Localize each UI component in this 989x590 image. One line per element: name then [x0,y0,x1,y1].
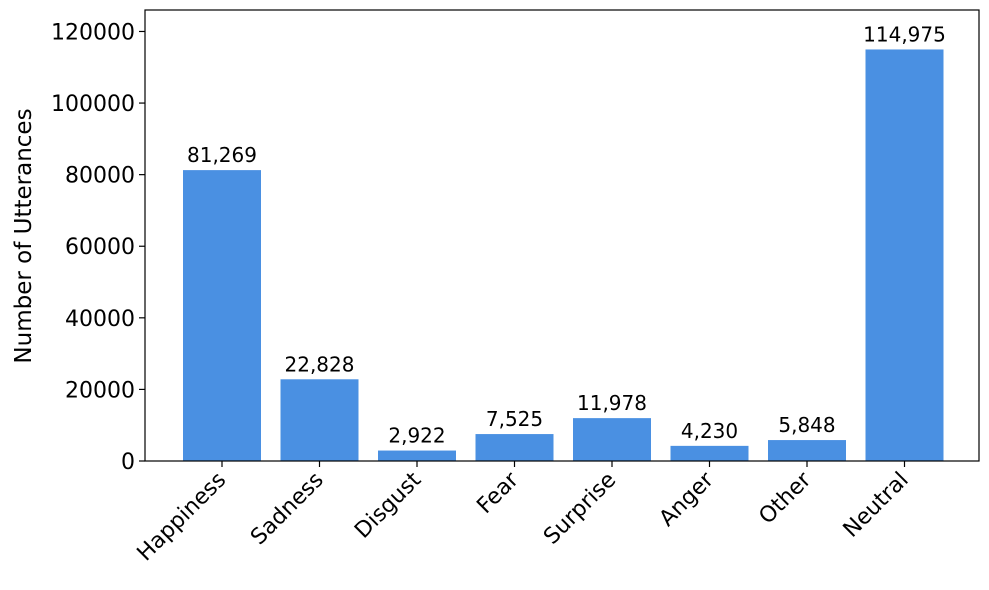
x-tick-label-disgust: Disgust [350,467,426,543]
y-tick-label: 60000 [65,235,135,260]
x-tick-label-surprise: Surprise [539,468,621,550]
x-tick-label-neutral: Neutral [839,468,914,543]
bar-anger [670,445,749,461]
data-label-sadness: 22,828 [285,352,355,376]
bar-series: 81,269 22,828 2,922 7,525 11,978 4,230 5,848 11… [183,22,946,462]
y-axis: 0 20000 40000 60000 80000 100000 120000 [51,20,145,475]
y-axis-title: Number of Utterances [11,108,37,363]
bar-disgust [378,450,456,461]
plot-frame [144,9,980,462]
x-tick-label-anger: Anger [655,467,720,532]
bar-neutral [865,49,944,462]
data-label-other: 5,848 [778,413,835,437]
x-tick-label-happiness: Happiness [133,468,232,567]
x-tick-label-sadness: Sadness [246,468,329,551]
y-tick-label: 120000 [51,20,135,45]
bar-fear [475,434,554,461]
y-tick-label: 40000 [65,307,135,332]
y-tick-label: 20000 [65,378,135,403]
data-label-neutral: 114,975 [863,22,946,46]
data-label-fear: 7,525 [486,407,543,431]
bar-surprise [573,418,651,461]
x-tick-label-other: Other [754,467,817,530]
data-label-happiness: 81,269 [187,143,257,167]
y-tick-label: 80000 [65,164,135,189]
data-label-disgust: 2,922 [388,424,445,448]
data-label-surprise: 11,978 [577,391,647,415]
y-tick-label: 100000 [51,92,135,117]
bar-happiness [183,170,261,461]
x-tick-label-fear: Fear [472,467,524,519]
x-axis: Happiness Sadness Disgust Fear Surprise Anger… [133,461,914,566]
bar-sadness [280,379,359,461]
data-label-anger: 4,230 [681,419,738,443]
bar-other [768,440,846,461]
y-tick-label: 0 [121,450,135,475]
